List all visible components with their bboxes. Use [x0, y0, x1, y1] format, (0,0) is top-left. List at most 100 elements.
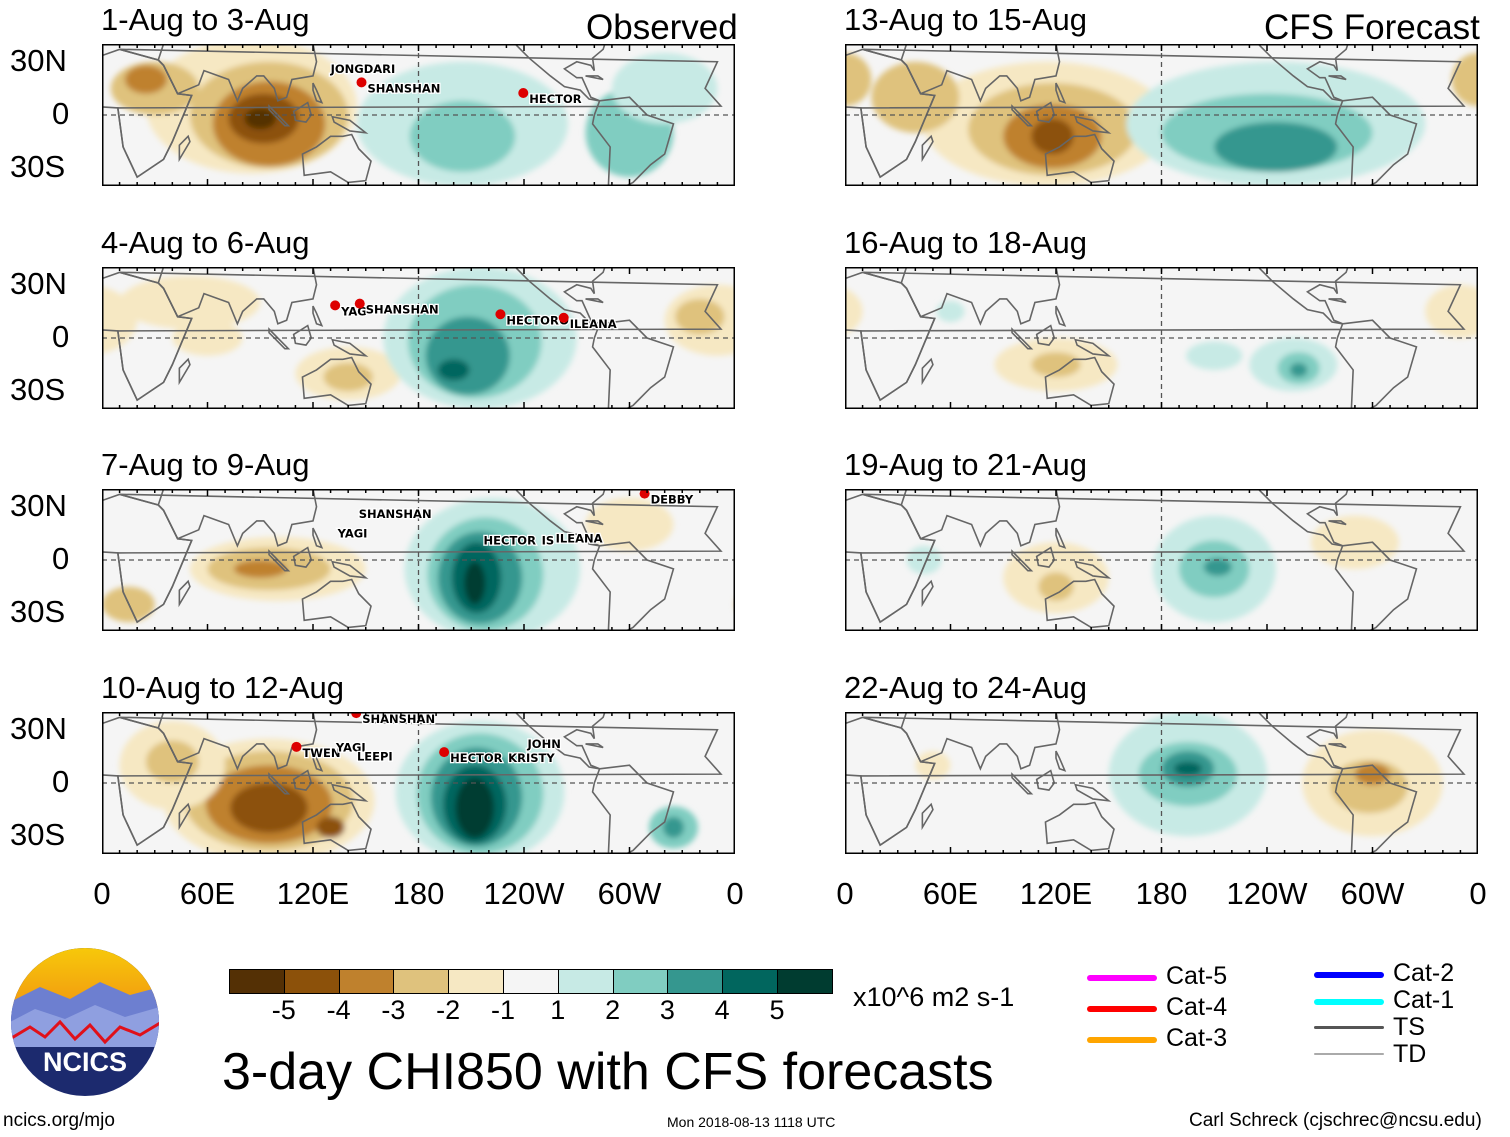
colorbar-tick-label: 2 [605, 995, 621, 1025]
colorbar-tick-label: 4 [714, 995, 730, 1025]
lon-tick-label: 60E [179, 876, 236, 911]
coastline [1257, 44, 1349, 102]
panel-title: 4-Aug to 6-Aug [101, 225, 310, 260]
coastline [301, 133, 372, 184]
anomaly-contour [464, 561, 486, 605]
coastline [514, 267, 606, 325]
coastline [585, 743, 604, 749]
map-panel [845, 267, 1478, 409]
coastline [312, 527, 324, 549]
anomaly-contour [611, 52, 718, 124]
colorbar [229, 969, 833, 994]
coastline [1044, 578, 1115, 629]
anomaly-contour [244, 107, 277, 130]
panel-title: 7-Aug to 9-Aug [101, 447, 310, 482]
lon-tick-label: 60W [597, 876, 662, 911]
footer-url[interactable]: ncics.org/mjo [3, 1110, 115, 1131]
storm-category-label: TD [1393, 1040, 1427, 1068]
coastline [331, 560, 369, 579]
hurricane-symbol-icon [558, 312, 569, 323]
lat-tick-label: 0 [52, 96, 70, 131]
lon-tick-label: 180 [1135, 876, 1188, 911]
storm-label: DEBBY [651, 493, 694, 507]
map-panel: YAGSHANSHANHECTOROILEANA [102, 267, 735, 409]
map-panel: SHANSHAN TWEN YAGI LEEPI HECTOR KRISTY JOHN [102, 712, 735, 854]
anomaly-contour [316, 816, 345, 839]
coastline [921, 579, 934, 608]
panel-title: 1-Aug to 3-Aug [101, 2, 310, 37]
anomaly-contour [102, 286, 138, 354]
coastline [178, 134, 191, 163]
lat-tick-label: 30S [10, 817, 66, 853]
storm-label: ILEANA [556, 532, 603, 546]
lon-tick-label: 0 [1469, 876, 1487, 911]
lon-tick-label: 120E [276, 876, 350, 911]
coastline [292, 769, 313, 791]
ncics-logo: NCICS [10, 947, 160, 1097]
coastline [1334, 764, 1418, 854]
anomaly-contour [1289, 362, 1308, 378]
coastline [585, 75, 604, 81]
coastline [1334, 96, 1418, 186]
coastline [1035, 769, 1056, 791]
hurricane-symbol-icon [291, 741, 302, 752]
coastline [591, 96, 675, 186]
anomaly-contour [437, 359, 470, 381]
coastline [301, 801, 372, 852]
coastline [312, 82, 324, 104]
storm-label: ILEANA [570, 317, 617, 331]
storm-category-label: Cat-4 [1166, 993, 1228, 1021]
anomaly-contour [233, 560, 287, 578]
coastline [268, 104, 291, 127]
coastline [292, 324, 313, 346]
coastline [514, 44, 606, 102]
coastline [1055, 305, 1067, 327]
anomaly-contour [675, 298, 725, 335]
coastline [1328, 743, 1347, 749]
colorbar-tick-label: -1 [490, 995, 516, 1025]
anomaly-contour [936, 300, 965, 323]
coastline [1257, 267, 1349, 325]
storm-category-swatch [1314, 1026, 1384, 1029]
coastline [312, 750, 324, 772]
coastline [845, 493, 936, 624]
storm-label: LEEPI [357, 749, 393, 763]
lon-tick-label: 120W [483, 876, 565, 911]
storm-label: SHANSHAN [362, 712, 435, 726]
colorbar-swatch [503, 970, 559, 993]
coastline [301, 578, 372, 629]
coastline [1011, 104, 1034, 127]
forecast-label: CFS Forecast [1264, 8, 1480, 47]
lat-tick-label: 30N [10, 710, 67, 746]
coastline [157, 267, 318, 326]
hurricane-symbol-icon [351, 712, 362, 719]
anomaly-contour [323, 362, 373, 392]
map-svg: JONGDARI SHANSHAN HECTOR [102, 44, 735, 186]
storm-category-swatch [1314, 999, 1384, 1005]
anomaly-contour [1214, 122, 1338, 172]
anomaly-contour [585, 497, 674, 552]
coastline [591, 764, 675, 854]
colorbar-tick-label: 3 [659, 995, 675, 1025]
anomaly-contour [1186, 341, 1243, 370]
lon-tick-label: 180 [392, 876, 445, 911]
panel-title: 13-Aug to 15-Aug [844, 2, 1088, 37]
coastline [591, 541, 675, 631]
anomaly-contour [1031, 352, 1081, 378]
anomaly-contour [1310, 515, 1399, 569]
coastline [514, 712, 606, 770]
coastline [157, 44, 318, 103]
panel-title: 19-Aug to 21-Aug [844, 447, 1088, 482]
anomaly-contour [425, 316, 510, 395]
coastline [178, 579, 191, 608]
colorbar-units: x10^6 m2 s-1 [853, 982, 1015, 1012]
coastline [1035, 546, 1056, 568]
hurricane-symbol-icon [439, 747, 450, 758]
coastline [1328, 520, 1347, 526]
lat-tick-label: 30S [10, 372, 66, 408]
storm-label: JONGDARI [330, 62, 396, 76]
storm-category-label: TS [1393, 1013, 1425, 1041]
coastline [900, 489, 1061, 548]
anomaly-contour [1203, 558, 1232, 576]
anomaly-contour [662, 816, 685, 839]
